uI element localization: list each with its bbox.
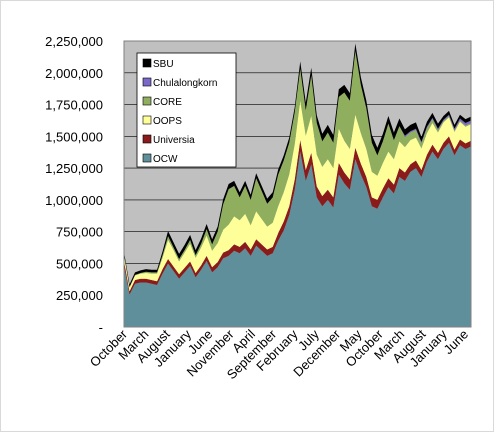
legend-box — [136, 52, 237, 168]
plot-border — [123, 40, 472, 328]
series-area-core — [124, 51, 471, 288]
legend-label: OOPS — [153, 116, 182, 127]
series-area-ocw — [124, 142, 471, 327]
legend-swatch — [142, 58, 152, 68]
y-tick-label: 1,500,000 — [45, 129, 103, 144]
legend-label: Universia — [153, 135, 195, 146]
series-area-universia — [124, 136, 471, 295]
legend-label: OCW — [153, 154, 178, 165]
legend-swatch — [142, 134, 152, 144]
legend-label: SBU — [153, 59, 174, 70]
series-areas — [123, 40, 472, 328]
legend-swatch — [142, 96, 152, 106]
y-tick-label: - — [99, 320, 103, 335]
legend-swatch — [142, 77, 152, 87]
legend: SBU Chulalongkorn CORE OOPS Universia OCW — [136, 52, 237, 168]
legend-swatch — [142, 115, 152, 125]
y-tick-label: 1,000,000 — [45, 193, 103, 208]
y-tick-label: 750,000 — [56, 225, 103, 240]
x-tick-label: June — [441, 327, 472, 358]
legend-label: Chulalongkorn — [153, 78, 218, 89]
y-tick-label: 1,250,000 — [45, 161, 103, 176]
series-area-oops — [124, 100, 471, 292]
y-tick-label: 2,250,000 — [45, 34, 103, 49]
y-axis-ticks: - 250,000 500,000 750,000 1,000,000 1,250,000… — [45, 34, 103, 335]
x-axis-ticks: OctoberMarchAugustJanuaryJuneNovemberApr… — [87, 326, 471, 382]
y-tick-label: 2,000,000 — [45, 66, 103, 81]
y-tick-label: 500,000 — [56, 256, 103, 271]
legend-swatch — [142, 153, 152, 163]
y-tick-label: 250,000 — [56, 288, 103, 303]
legend-label: CORE — [153, 97, 182, 108]
y-tick-label: 1,750,000 — [45, 98, 103, 113]
